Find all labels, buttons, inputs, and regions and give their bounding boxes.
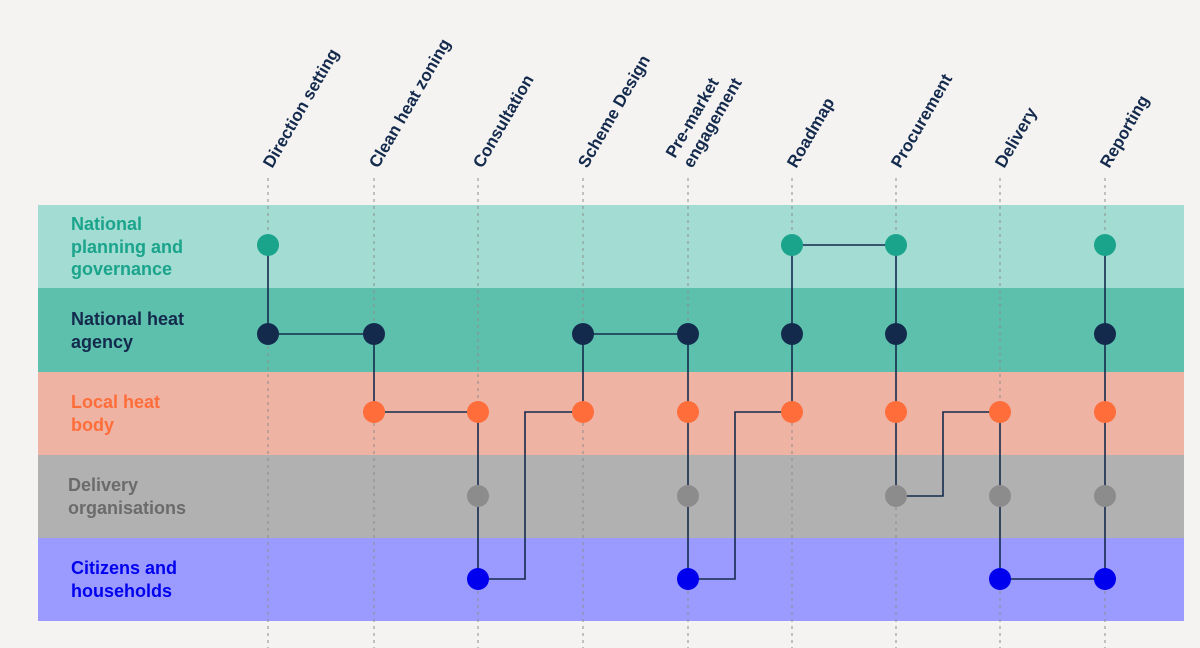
node-roadmap-national-planning	[781, 234, 803, 256]
lane-label-line: Citizens and	[71, 558, 178, 578]
lane-band-delivery-organisations	[38, 455, 1184, 538]
lane-label-line: governance	[71, 259, 173, 279]
stage-labels: Direction setting Clean heat zoning Consul…	[259, 36, 1153, 171]
node-scheme-local-heat-body	[572, 401, 594, 423]
lane-label-line: households	[71, 580, 173, 601]
node-roadmap-local-heat-body	[781, 401, 803, 423]
nodes	[257, 234, 1116, 590]
stage-label-reporting: Reporting	[1096, 92, 1153, 171]
node-consultation-citizens	[467, 568, 489, 590]
node-delivery-local-heat-body	[989, 401, 1011, 423]
node-reporting-national-heat-agency	[1094, 323, 1116, 345]
node-reporting-national-planning	[1094, 234, 1116, 256]
stage-label-roadmap: Roadmap	[783, 94, 838, 171]
node-premarket-local-heat-body	[677, 401, 699, 423]
stage-label-direction: Direction setting	[259, 45, 343, 171]
node-reporting-delivery-organisations	[1094, 485, 1116, 507]
stage-label-line: Scheme Design	[574, 52, 654, 171]
stage-label-scheme: Scheme Design	[574, 52, 654, 171]
connector-9	[688, 411, 792, 580]
node-reporting-local-heat-body	[1094, 401, 1116, 423]
lane-band-national-planning	[38, 205, 1184, 288]
lane-band-local-heat-body	[38, 372, 1184, 455]
node-zoning-national-heat-agency	[363, 323, 385, 345]
stage-label-line: Roadmap	[783, 94, 838, 171]
stage-label-line: Clean heat zoning	[365, 36, 454, 171]
node-premarket-delivery-organisations	[677, 485, 699, 507]
node-delivery-citizens	[989, 568, 1011, 590]
node-premarket-citizens	[677, 568, 699, 590]
connectors	[267, 244, 1106, 580]
node-direction-national-planning	[257, 234, 279, 256]
node-roadmap-national-heat-agency	[781, 323, 803, 345]
lane-label-national-planning: National planning and governance	[71, 213, 183, 281]
lane-bands	[38, 205, 1184, 621]
lane-label-delivery-organisations: Delivery organisations	[68, 474, 186, 519]
lane-label-local-heat-body: Local heat body	[71, 391, 160, 436]
node-scheme-national-heat-agency	[572, 323, 594, 345]
node-procurement-local-heat-body	[885, 401, 907, 423]
connector-5	[478, 411, 583, 580]
lane-label-line: organisations	[68, 497, 187, 518]
stage-label-consultation: Consultation	[469, 72, 537, 171]
node-consultation-delivery-organisations	[467, 485, 489, 507]
connector-13	[896, 411, 1000, 497]
lane-band-national-heat-agency	[38, 288, 1184, 372]
lane-label-line: Local heat	[71, 392, 161, 412]
lane-label-line: National heat	[71, 309, 185, 329]
node-premarket-national-heat-agency	[677, 323, 699, 345]
node-zoning-local-heat-body	[363, 401, 385, 423]
stage-label-procurement: Procurement	[887, 70, 956, 171]
lane-label-citizens: Citizens and households	[71, 557, 177, 602]
stage-label-delivery: Delivery	[991, 104, 1041, 171]
stage-label-line: Direction setting	[259, 45, 343, 171]
stage-label-line: Consultation	[469, 72, 537, 171]
node-direction-national-heat-agency	[257, 323, 279, 345]
lane-label-line: planning and	[71, 236, 183, 257]
node-procurement-national-heat-agency	[885, 323, 907, 345]
lane-label-line: Delivery	[68, 475, 139, 495]
node-delivery-delivery-organisations	[989, 485, 1011, 507]
lane-label-line: National	[71, 214, 143, 234]
node-procurement-national-planning	[885, 234, 907, 256]
stage-label-line: Reporting	[1096, 92, 1153, 171]
node-consultation-local-heat-body	[467, 401, 489, 423]
lane-label-line: agency	[71, 331, 134, 352]
node-reporting-citizens	[1094, 568, 1116, 590]
stage-label-zoning: Clean heat zoning	[365, 36, 454, 171]
stage-label-line: Procurement	[887, 70, 956, 171]
lane-label-national-heat-agency: National heat agency	[71, 308, 184, 353]
lane-label-line: body	[71, 414, 114, 435]
node-procurement-delivery-organisations	[885, 485, 907, 507]
stage-label-line: Delivery	[991, 104, 1041, 171]
